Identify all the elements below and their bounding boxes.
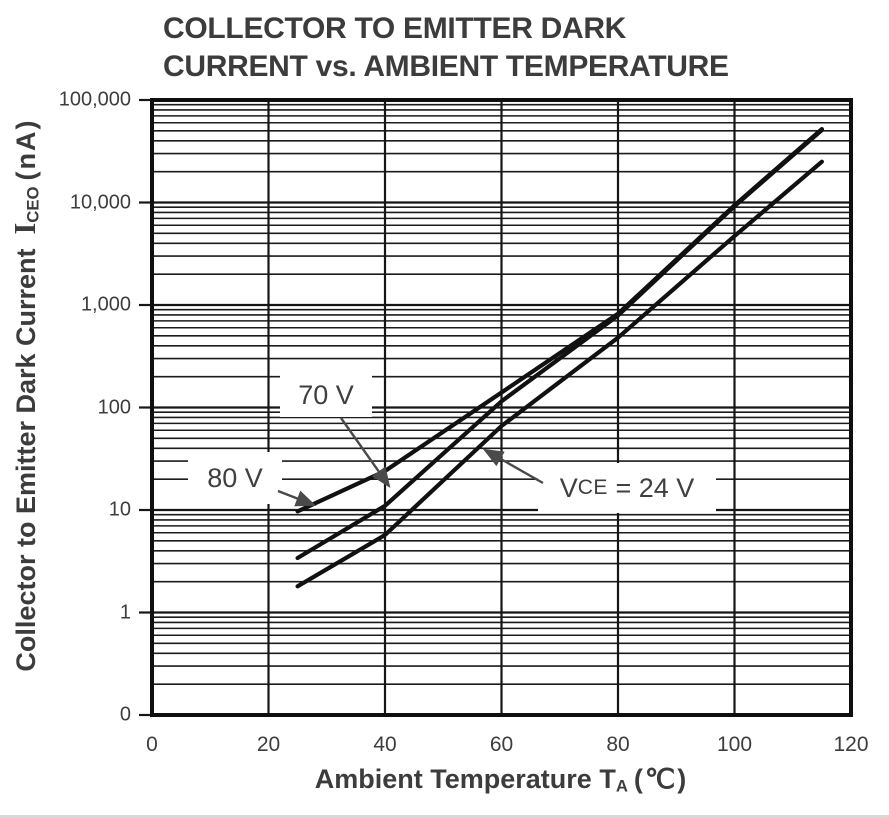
curve-series-1 bbox=[295, 127, 825, 561]
x-tick-label: 0 bbox=[146, 733, 158, 756]
y-tick-label: 10,000 bbox=[69, 191, 131, 213]
plot-frame bbox=[150, 98, 853, 717]
y-tick-label: 10 bbox=[108, 498, 131, 521]
series-label-70v: 70 V bbox=[280, 373, 372, 417]
x-axis-symbol-subscript: A bbox=[615, 776, 628, 796]
x-tick-label: 20 bbox=[256, 733, 281, 756]
chart-title-line1: COLLECTOR TO EMITTER DARK bbox=[163, 12, 627, 45]
x-axis-symbol: T bbox=[599, 764, 616, 794]
y-tick-label: 100,000 bbox=[58, 88, 131, 111]
y-tick-label: 1 bbox=[119, 601, 131, 623]
x-axis-unit: (℃) bbox=[633, 764, 689, 794]
vce-subscript: CE bbox=[577, 476, 608, 499]
curve-series-2 bbox=[295, 159, 825, 589]
x-axis-title: Ambient Temperature TA (℃) bbox=[152, 764, 851, 797]
chart-title: COLLECTOR TO EMITTER DARK CURRENT vs. AM… bbox=[163, 10, 883, 87]
series-label-80v: 80 V bbox=[188, 452, 282, 504]
x-tick-label: 40 bbox=[373, 733, 397, 756]
y-tick-label: 100 bbox=[97, 396, 131, 418]
y-tick-label: 1,000 bbox=[80, 293, 131, 316]
chart-title-line2: CURRENT vs. AMBIENT TEMPERATURE bbox=[163, 50, 729, 84]
x-tick-label: 60 bbox=[489, 733, 514, 756]
series-label-70v-text: 70 V bbox=[298, 379, 354, 410]
x-tick-label: 120 bbox=[833, 733, 869, 756]
series-label-vce-24v: V CE = 24 V bbox=[538, 463, 716, 513]
x-axis-label-text: Ambient Temperature bbox=[314, 764, 592, 794]
x-tick-label: 80 bbox=[606, 733, 630, 756]
vce-value: = 24 V bbox=[607, 472, 695, 503]
x-tick-label: 100 bbox=[716, 733, 753, 756]
y-axis-tick-labels: 100,000 10,000 1,000 100 10 1 0 bbox=[0, 0, 131, 818]
y-tick-label: 0 bbox=[119, 703, 131, 726]
vce-symbol: V bbox=[559, 472, 578, 503]
screenshot-bottom-edge bbox=[0, 815, 889, 818]
series-label-80v-text: 80 V bbox=[207, 462, 263, 493]
